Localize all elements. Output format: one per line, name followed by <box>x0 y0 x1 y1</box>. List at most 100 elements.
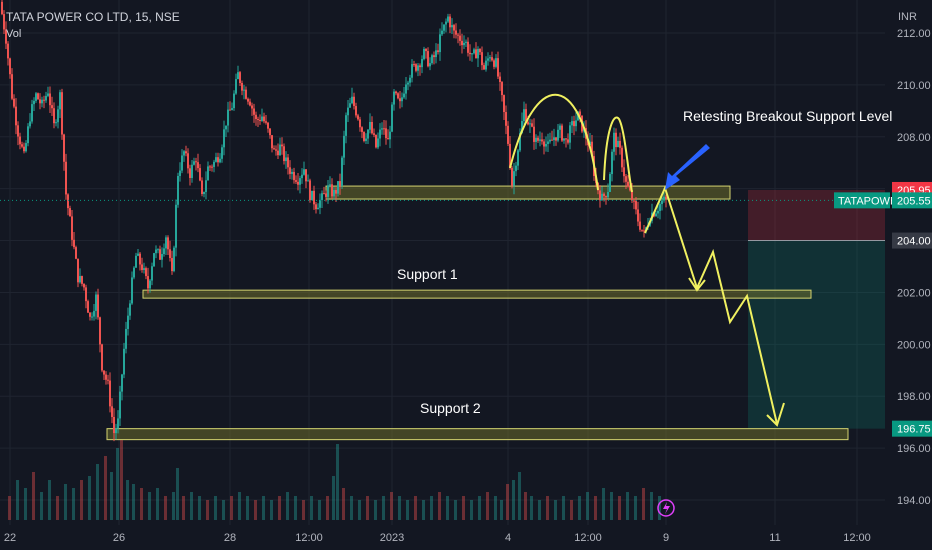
time-tick-label: 12:00 <box>843 532 871 544</box>
candle-body <box>157 249 159 251</box>
zones <box>106 185 885 441</box>
candle-body <box>603 193 605 197</box>
candle-body <box>111 406 113 417</box>
candle-body <box>657 210 659 214</box>
candle-body <box>347 107 349 116</box>
volume-bar <box>554 500 557 520</box>
arrowhead-support-1 <box>688 277 706 292</box>
price-tick-label: 210.00 <box>897 80 931 92</box>
candle-body <box>475 49 477 59</box>
drawings: Retesting Breakout Support Level Support … <box>0 93 892 517</box>
candle-body <box>627 181 629 187</box>
candle-body <box>451 25 453 28</box>
time-axis[interactable]: 22 26 28 12:00 2023 4 12:00 9 11 12:00 <box>4 532 871 544</box>
candle-body <box>107 379 109 381</box>
volume-bar <box>96 464 99 520</box>
candle-body <box>121 374 123 392</box>
candle-body <box>249 101 251 106</box>
candle-body <box>631 190 633 201</box>
candle-body <box>51 105 53 109</box>
pattern-arc-1 <box>509 93 599 191</box>
candle-body <box>283 146 285 162</box>
candle-body <box>359 119 361 128</box>
candle-body <box>471 53 473 55</box>
candle-body <box>21 144 23 147</box>
candle-body <box>67 194 69 209</box>
candle-body <box>365 138 367 141</box>
target-price-badge-text: 196.75 <box>897 424 931 436</box>
candle-body <box>81 276 83 284</box>
candle-body <box>133 267 135 278</box>
candle-body <box>225 125 227 130</box>
candle-body <box>253 108 255 115</box>
volume-bar <box>32 472 35 520</box>
candle-body <box>571 121 573 126</box>
candle-body <box>515 165 517 172</box>
candle-body <box>663 196 665 201</box>
volume-bar <box>238 492 241 520</box>
candle-body <box>163 248 165 255</box>
volume-bars <box>8 440 661 520</box>
candle-body <box>455 30 457 35</box>
volume-bar <box>486 492 489 520</box>
candle-body <box>609 174 611 192</box>
candle-body <box>59 92 61 110</box>
entry-price-badge <box>892 232 932 249</box>
volume-bar <box>206 500 209 520</box>
candle-body <box>321 193 323 200</box>
candle-body <box>259 119 261 121</box>
entry-price-badge-text: 204.00 <box>897 236 931 248</box>
candle-body <box>135 255 137 268</box>
volume-bar <box>446 496 449 520</box>
candle-body <box>529 123 531 125</box>
candle-body <box>617 140 619 148</box>
candle-body <box>251 105 253 109</box>
candle-body <box>377 138 379 148</box>
candle-body <box>245 89 247 99</box>
candle-body <box>87 301 89 313</box>
volume-bar <box>318 500 321 520</box>
candle-body <box>165 237 167 249</box>
candle-body <box>211 166 213 168</box>
candle-body <box>325 193 327 197</box>
candle-body <box>429 63 431 67</box>
candle-body <box>643 230 645 232</box>
volume-bar <box>48 480 51 520</box>
time-tick-label: 26 <box>113 532 125 544</box>
candle-body <box>151 266 153 281</box>
candle-body <box>507 125 509 144</box>
volume-bar <box>506 484 509 520</box>
candle-body <box>75 247 77 259</box>
current-price-badge <box>892 192 932 209</box>
candle-body <box>381 128 383 130</box>
volume-bar <box>610 492 613 520</box>
candle-body <box>53 108 55 124</box>
candle-body <box>437 50 439 53</box>
candle-body <box>395 91 397 94</box>
candle-body <box>95 294 97 311</box>
candle-body <box>407 82 409 85</box>
candle-body <box>309 180 311 201</box>
candle-body <box>187 153 189 169</box>
volume-bar <box>406 500 409 520</box>
candle-body <box>159 249 161 260</box>
candle-body <box>543 141 545 147</box>
volume-indicator-label[interactable]: Vol <box>6 28 22 40</box>
volume-bar <box>350 496 353 520</box>
volume-bar <box>586 492 589 520</box>
volume-bar <box>80 480 83 520</box>
volume-bar <box>438 492 441 520</box>
candle-body <box>383 128 385 130</box>
candle-body <box>35 93 37 101</box>
candle-body <box>385 128 387 139</box>
candle-body <box>459 35 461 41</box>
volume-bar <box>538 500 541 520</box>
candle-body <box>495 58 497 67</box>
candle-body <box>109 380 111 407</box>
candle-body <box>463 42 465 46</box>
volume-bar <box>110 472 113 520</box>
candle-body <box>369 121 371 130</box>
volume-bar <box>462 496 465 520</box>
candle-body <box>27 126 29 144</box>
